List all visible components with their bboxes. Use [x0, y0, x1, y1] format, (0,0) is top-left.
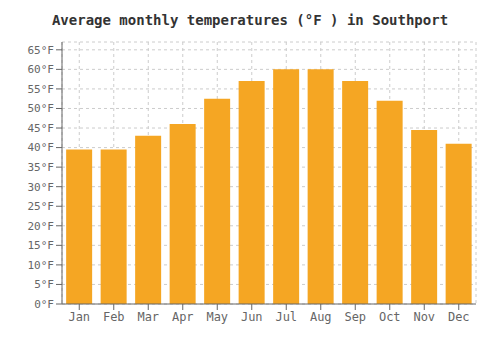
- svg-text:Nov: Nov: [413, 310, 435, 324]
- svg-text:60°F: 60°F: [28, 63, 55, 76]
- svg-text:20°F: 20°F: [28, 220, 55, 233]
- svg-text:65°F: 65°F: [28, 44, 55, 57]
- svg-text:25°F: 25°F: [28, 200, 55, 213]
- svg-text:Jun: Jun: [241, 310, 263, 324]
- svg-text:55°F: 55°F: [28, 83, 55, 96]
- svg-text:Mar: Mar: [137, 310, 159, 324]
- svg-text:45°F: 45°F: [28, 122, 55, 135]
- svg-text:Jul: Jul: [275, 310, 297, 324]
- svg-text:Jan: Jan: [68, 310, 90, 324]
- svg-text:30°F: 30°F: [28, 181, 55, 194]
- html-text:Average monthly temperatures (: Average monthly temperatures (°F ) in So…: [51, 12, 449, 28]
- svg-text:Oct: Oct: [379, 310, 401, 324]
- svg-text:50°F: 50°F: [28, 102, 55, 115]
- svg-text:0°F: 0°F: [34, 298, 54, 311]
- svg-text:40°F: 40°F: [28, 141, 55, 154]
- svg-text:Dec: Dec: [448, 310, 470, 324]
- svg-text:Apr: Apr: [172, 310, 194, 324]
- svg-text:35°F: 35°F: [28, 161, 55, 174]
- svg-text:May: May: [206, 310, 228, 324]
- svg-text:Sep: Sep: [344, 310, 366, 324]
- svg-text:Aug: Aug: [310, 310, 332, 324]
- svg-text:10°F: 10°F: [28, 259, 55, 272]
- svg-text:Feb: Feb: [103, 310, 125, 324]
- svg-text:15°F: 15°F: [28, 239, 55, 252]
- svg-text:5°F: 5°F: [34, 278, 54, 291]
